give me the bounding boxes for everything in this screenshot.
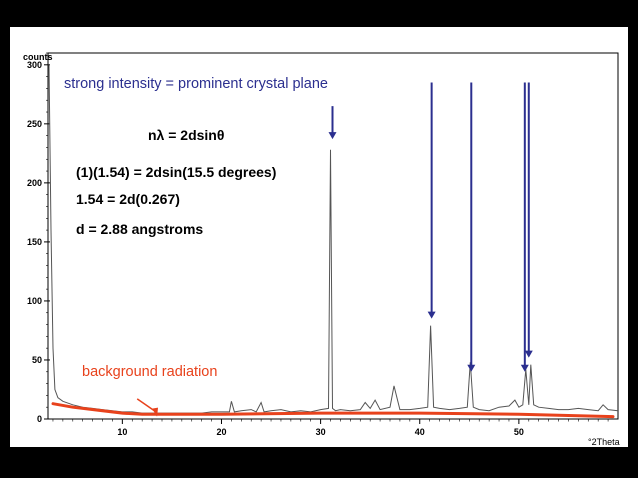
background-group [51,398,615,419]
y-tick-label: 50 [32,355,42,365]
peak-arrow-head [520,364,529,372]
background-radiation-label: background radiation [82,364,217,380]
equation-line-3: 1.54 = 2d(0.267) [76,191,180,207]
annotation-heading: strong intensity = prominent crystal pla… [64,76,328,92]
y-tick-label: 300 [27,60,42,70]
y-axis-label: counts [23,52,53,62]
x-tick-label: 50 [514,427,524,437]
x-axis-label: °2Theta [588,437,620,447]
equation-line-1: nλ = 2dsinθ [148,127,224,143]
equation-line-4: d = 2.88 angstroms [76,221,203,237]
xrd-chart: 0 50 100 150 200 250 300 10 20 30 40 50 counts °2Th… [23,52,620,447]
peak-arrow-head [328,132,337,140]
y-tick-label: 0 [37,414,42,424]
axes [47,52,619,420]
plot-frame [47,52,619,420]
ticks: 0 50 100 150 200 250 300 10 20 30 40 50 [27,52,609,437]
y-tick-label: 100 [27,296,42,306]
slide: 0 50 100 150 200 250 300 10 20 30 40 50 counts °2Th… [10,27,628,447]
x-tick-label: 20 [216,427,226,437]
background-radiation-line [51,402,615,419]
y-tick-label: 200 [27,178,42,188]
x-tick-label: 10 [117,427,127,437]
y-tick-label: 250 [27,119,42,129]
x-tick-label: 40 [415,427,425,437]
background-pointer-head [152,407,159,417]
x-tick-label: 30 [316,427,326,437]
y-tick-label: 150 [27,237,42,247]
equation-line-2: (1)(1.54) = 2dsin(15.5 degrees) [76,164,276,180]
peak-arrow-head [427,311,436,319]
arrows-group [328,82,533,372]
peak-arrow-head [467,364,476,372]
peak-arrow-head [524,350,533,358]
